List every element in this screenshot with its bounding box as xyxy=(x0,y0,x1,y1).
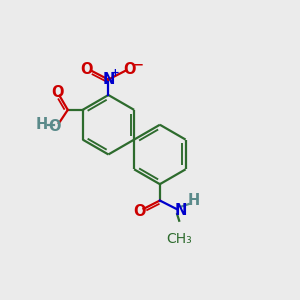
Text: −: − xyxy=(133,59,144,72)
Text: N: N xyxy=(175,203,187,218)
Text: O: O xyxy=(81,62,93,77)
Text: O: O xyxy=(49,119,61,134)
Text: N: N xyxy=(102,72,115,87)
Text: CH₃: CH₃ xyxy=(166,232,192,246)
Text: O: O xyxy=(133,204,145,219)
Text: O: O xyxy=(51,85,63,100)
Text: +: + xyxy=(111,68,119,78)
Text: O: O xyxy=(124,62,136,77)
Text: H: H xyxy=(35,117,48,132)
Text: H: H xyxy=(188,193,200,208)
